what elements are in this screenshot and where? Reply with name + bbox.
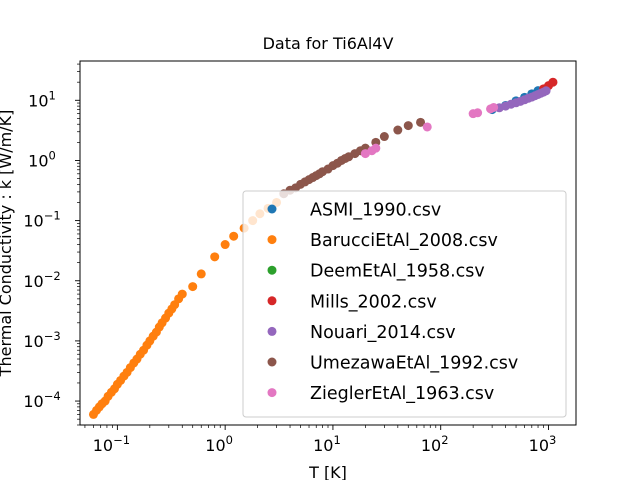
- legend-label: ASMI_1990.csv: [310, 201, 441, 221]
- legend-label: Mills_2002.csv: [310, 292, 437, 312]
- data-point: [403, 121, 413, 131]
- data-point: [371, 143, 381, 153]
- data-point: [473, 108, 483, 118]
- data-point: [393, 125, 403, 135]
- legend-marker: [267, 235, 277, 245]
- data-point: [196, 269, 206, 279]
- x-axis-label: T [K]: [308, 463, 347, 480]
- data-point: [379, 132, 389, 142]
- y-axis-label: Thermal Conductivity : k [W/m/K]: [0, 110, 15, 378]
- data-point: [229, 231, 239, 241]
- data-point: [548, 77, 558, 87]
- legend-label: BarucciEtAl_2008.csv: [310, 231, 498, 251]
- legend-marker: [267, 326, 277, 336]
- legend-label: DeemEtAl_1958.csv: [310, 262, 485, 282]
- data-point: [416, 117, 426, 127]
- data-point: [210, 252, 220, 262]
- data-point: [177, 289, 187, 299]
- legend-label: ZieglerEtAl_1963.csv: [310, 384, 494, 404]
- legend-label: Nouari_2014.csv: [310, 323, 456, 343]
- chart-title: Data for Ti6Al4V: [263, 34, 394, 53]
- data-point: [541, 86, 551, 96]
- legend-marker: [267, 265, 277, 275]
- legend-label: UmezawaEtAl_1992.csv: [310, 354, 518, 374]
- data-point: [188, 282, 198, 292]
- legend-marker: [267, 357, 277, 367]
- data-point: [489, 102, 499, 112]
- data-point: [220, 240, 230, 250]
- legend: ASMI_1990.csv BarucciEtAl_2008.csv DeemEtA…: [242, 190, 567, 418]
- legend-marker: [267, 388, 277, 398]
- legend-box: [242, 190, 567, 418]
- legend-marker: [267, 296, 277, 306]
- data-point: [422, 122, 432, 132]
- legend-marker: [267, 204, 277, 214]
